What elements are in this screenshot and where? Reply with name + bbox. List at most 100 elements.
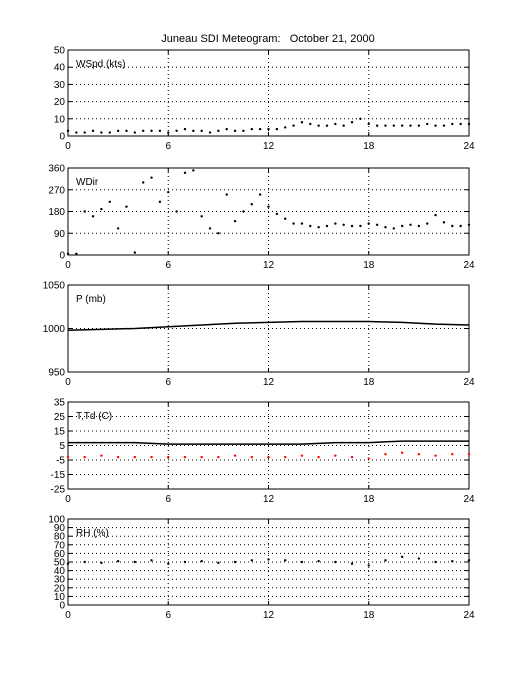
series-rh-1-point — [467, 559, 471, 562]
series-wspd-1-point — [417, 124, 421, 127]
panel-label-temp: T,Td (C) — [76, 411, 112, 422]
x-tick-label: 18 — [363, 377, 375, 388]
series-temp-1 — [68, 440, 469, 445]
series-wspd-1-point — [409, 124, 412, 127]
series-wspd-1-point — [375, 124, 379, 127]
series-wspd-1-point — [250, 127, 253, 131]
series-wdir-1-point — [242, 210, 245, 213]
series-wspd-1-point — [141, 129, 145, 133]
series-wdir-1-point — [284, 217, 287, 220]
series-wspd-1-point — [467, 122, 471, 126]
series-wspd-1-point — [267, 127, 270, 131]
series-wdir-1-point — [275, 212, 279, 216]
panel-label-pressure: P (mb) — [76, 294, 106, 305]
series-wspd-1-point — [242, 129, 245, 133]
series-wdir-1-point — [233, 219, 237, 223]
series-wdir-1-point — [83, 210, 86, 213]
x-tick-label: 12 — [263, 494, 275, 505]
y-tick-label: 0 — [59, 601, 65, 612]
series-temp-2-point — [66, 455, 70, 459]
series-wspd-1-point — [208, 131, 212, 134]
series-wdir-1-point — [91, 215, 95, 218]
series-wspd-1-point — [217, 129, 220, 133]
y-tick-label: 70 — [54, 540, 66, 551]
series-wspd-1-point — [309, 122, 312, 126]
x-tick-label: 24 — [463, 377, 475, 388]
x-tick-label: 6 — [165, 494, 171, 505]
x-tick-label: 24 — [463, 494, 475, 505]
series-wdir-1-point — [400, 224, 404, 228]
series-rh-1-point — [66, 562, 70, 565]
series-wdir-1-point — [267, 205, 270, 208]
panel-temp: 0 6 12 18 24 -25 -15 -5 5 15 25 35 T,Td (C) — [51, 398, 475, 506]
x-tick-label: 12 — [263, 141, 275, 152]
y-tick-label: -25 — [51, 485, 66, 496]
series-temp-2-point — [183, 455, 187, 459]
series-rh-1-point — [167, 562, 170, 565]
series-wspd-1-point — [334, 122, 337, 126]
series-wdir-1-point — [442, 221, 446, 224]
series-wdir-1-point — [300, 222, 304, 225]
series-rh-1-point — [451, 559, 454, 563]
series-temp-2-point — [434, 454, 437, 457]
panel-label-wspd: WSpd (kts) — [76, 59, 125, 70]
y-tick-label: 1000 — [43, 324, 66, 335]
y-tick-label: 270 — [48, 185, 65, 196]
y-tick-label: 50 — [54, 558, 66, 569]
y-tick-label: 25 — [54, 412, 66, 423]
series-wdir-1-point — [217, 232, 220, 235]
y-tick-label: 35 — [54, 398, 66, 409]
series-temp-2-point — [367, 457, 370, 460]
series-rh-1-point — [183, 560, 187, 564]
y-tick-label: 5 — [59, 441, 65, 452]
x-tick-label: 0 — [65, 141, 71, 152]
series-rh-1-point — [116, 559, 120, 563]
series-wdir-1-point — [183, 171, 187, 175]
series-wdir-1-point — [459, 224, 462, 228]
series-wdir-1-point — [100, 207, 103, 211]
series-wdir-1-point — [367, 222, 370, 225]
series-wspd-1-point — [83, 131, 86, 134]
x-tick-label: 12 — [263, 377, 275, 388]
series-wdir-1-point — [409, 223, 412, 226]
series-wdir-1-point — [317, 226, 320, 229]
series-rh-1-point — [284, 559, 287, 562]
series-wspd-1-point — [367, 122, 370, 126]
panel-wdir: 0 6 12 18 24 0 90 180 270 360 WDir — [48, 164, 475, 272]
series-temp-2-point — [83, 455, 86, 459]
series-temp-2-point — [300, 454, 304, 457]
series-temp-2-point — [167, 455, 170, 459]
series-wspd-1-point — [400, 124, 404, 127]
series-rh-1-point — [233, 560, 237, 564]
series-rh-1-point — [317, 559, 320, 563]
y-tick-label: 30 — [54, 575, 66, 586]
x-tick-label: 0 — [65, 377, 71, 388]
series-wdir-1-point — [451, 224, 454, 228]
series-wdir-1-point — [384, 226, 387, 229]
x-tick-label: 18 — [363, 610, 375, 621]
y-tick-label: 90 — [54, 523, 66, 534]
series-wdir-1-point — [359, 224, 362, 228]
series-temp-2-point — [350, 455, 354, 459]
series-wdir-1-point — [250, 203, 253, 206]
y-tick-label: 100 — [48, 515, 65, 526]
x-tick-label: 12 — [263, 610, 275, 621]
y-tick-label: 80 — [54, 532, 66, 543]
series-wspd-1-point — [384, 124, 387, 127]
series-wspd-1-point — [192, 129, 195, 133]
series-wspd-1-point — [233, 129, 237, 133]
series-wdir-1-point — [426, 222, 429, 225]
series-rh-1-point — [83, 560, 86, 564]
series-wdir-1-point — [66, 252, 70, 255]
series-temp-2-point — [317, 455, 320, 459]
series-temp-2-point — [116, 455, 120, 459]
series-wspd-1-point — [258, 127, 262, 131]
series-temp-2-point — [417, 453, 421, 456]
series-wspd-1-point — [200, 129, 203, 133]
series-wspd-1-point — [325, 124, 329, 127]
series-wdir-1-point — [141, 181, 145, 184]
x-tick-label: 12 — [263, 260, 275, 271]
series-temp-2-point — [233, 454, 237, 457]
